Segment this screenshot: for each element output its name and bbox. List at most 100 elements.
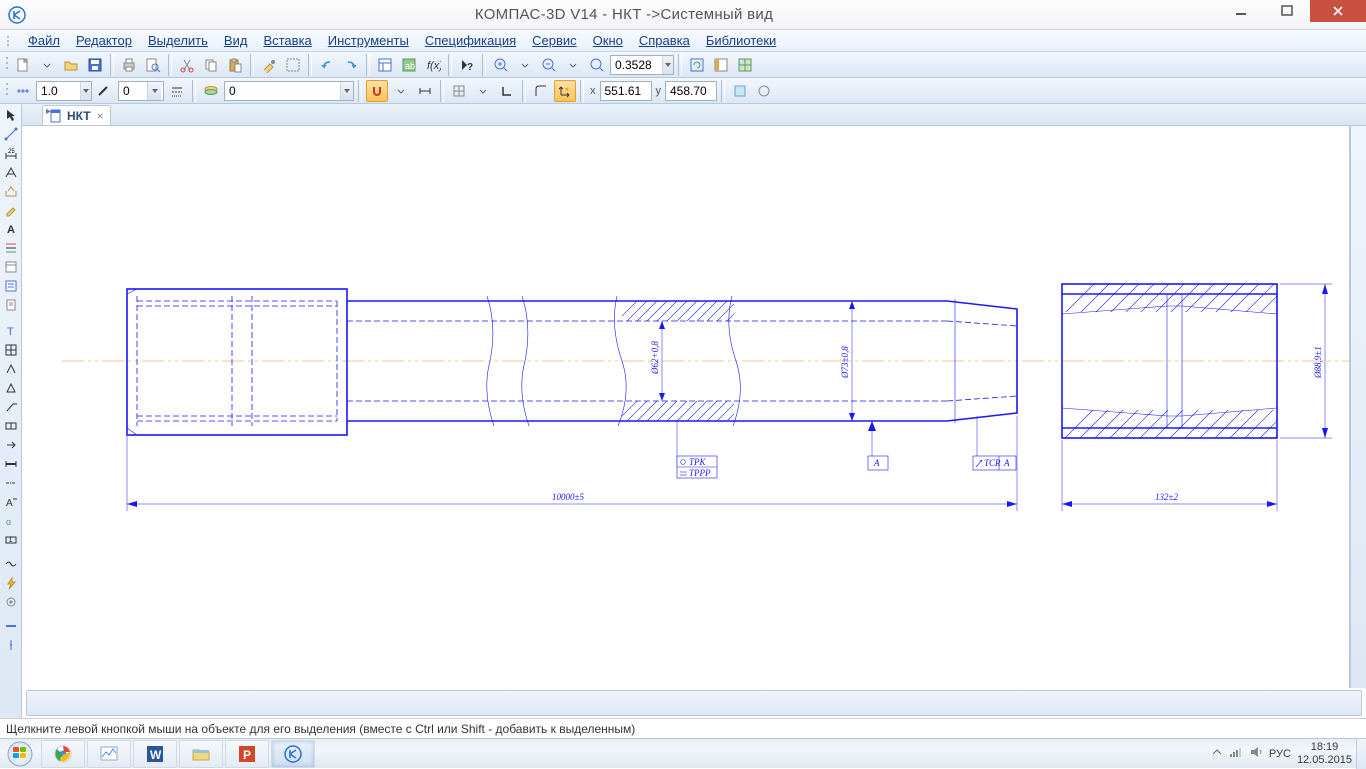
step-input[interactable] bbox=[37, 82, 80, 100]
step-combo[interactable] bbox=[36, 81, 92, 101]
new-button[interactable] bbox=[12, 54, 34, 76]
tool-params[interactable] bbox=[2, 239, 20, 257]
tool-misc2[interactable] bbox=[753, 80, 775, 102]
tool-wave[interactable] bbox=[2, 555, 20, 573]
tool-note[interactable]: ɑ bbox=[2, 512, 20, 530]
copy-button[interactable] bbox=[200, 54, 222, 76]
tool-pointer[interactable] bbox=[2, 106, 20, 124]
layer-button[interactable] bbox=[200, 80, 222, 102]
ortho-toggle[interactable] bbox=[496, 80, 518, 102]
tool-view-arrow[interactable] bbox=[2, 436, 20, 454]
drawing-canvas[interactable]: Ø62+0,8 Ø73±0,8 10000±5 ТРК bbox=[22, 126, 1350, 688]
tool-geom[interactable] bbox=[2, 125, 20, 143]
copy-props-button[interactable] bbox=[282, 54, 304, 76]
save-button[interactable] bbox=[84, 54, 106, 76]
tray-sound-icon[interactable] bbox=[1249, 745, 1263, 762]
tray-network-icon[interactable] bbox=[1229, 745, 1243, 762]
refresh-button[interactable] bbox=[686, 54, 708, 76]
zoom-out-button[interactable] bbox=[538, 54, 560, 76]
dropdown-icon[interactable] bbox=[662, 56, 673, 74]
tray-lang[interactable]: РУС bbox=[1269, 748, 1291, 760]
tool-misc1[interactable] bbox=[729, 80, 751, 102]
tool-measure[interactable] bbox=[2, 258, 20, 276]
tool-notation[interactable] bbox=[2, 163, 20, 181]
local-cs-toggle[interactable] bbox=[554, 80, 576, 102]
dim-tool1[interactable] bbox=[414, 80, 436, 102]
menu-view[interactable]: Вид bbox=[218, 31, 254, 50]
dropdown-icon[interactable] bbox=[80, 82, 91, 100]
preview-button[interactable] bbox=[142, 54, 164, 76]
linestyle-expand[interactable] bbox=[166, 80, 188, 102]
menu-spec[interactable]: Спецификация bbox=[419, 31, 522, 50]
grid-panel-button[interactable] bbox=[734, 54, 756, 76]
tab-nkt[interactable]: НКТ × bbox=[42, 105, 111, 125]
collapse-icon[interactable]: ▸ bbox=[46, 106, 51, 117]
round-toggle[interactable] bbox=[530, 80, 552, 102]
tab-close-icon[interactable]: × bbox=[97, 109, 104, 123]
menu-select[interactable]: Выделить bbox=[142, 31, 214, 50]
task-word[interactable]: W bbox=[133, 740, 177, 768]
menu-edit[interactable]: Редактор bbox=[70, 31, 138, 50]
tool-table[interactable] bbox=[2, 341, 20, 359]
vertical-scrollbar[interactable] bbox=[1350, 126, 1366, 688]
help-context-button[interactable]: ? bbox=[456, 54, 478, 76]
cut-button[interactable] bbox=[176, 54, 198, 76]
tool-spec[interactable] bbox=[2, 277, 20, 295]
task-chrome[interactable] bbox=[41, 740, 85, 768]
style-button[interactable] bbox=[94, 80, 116, 102]
fx-button[interactable]: f(x) bbox=[422, 54, 444, 76]
task-app2[interactable] bbox=[87, 740, 131, 768]
open-button[interactable] bbox=[60, 54, 82, 76]
manager-button[interactable] bbox=[374, 54, 396, 76]
tool-roughness[interactable] bbox=[2, 360, 20, 378]
zoom-input[interactable] bbox=[611, 56, 662, 74]
menu-file[interactable]: Файл bbox=[22, 31, 66, 50]
close-button[interactable] bbox=[1310, 0, 1366, 22]
menu-libs[interactable]: Библиотеки bbox=[700, 31, 782, 50]
menu-service[interactable]: Сервис bbox=[526, 31, 583, 50]
zoom-combo[interactable] bbox=[610, 55, 674, 75]
zoom-dd1[interactable] bbox=[514, 54, 536, 76]
start-button[interactable] bbox=[0, 739, 40, 769]
task-explorer[interactable] bbox=[179, 740, 223, 768]
tool-axis[interactable]: A bbox=[2, 493, 20, 511]
property-panel-collapsed[interactable] bbox=[26, 690, 1362, 716]
zoom-fit-button[interactable] bbox=[586, 54, 608, 76]
tool-edit[interactable] bbox=[2, 201, 20, 219]
variables-button[interactable]: ab bbox=[398, 54, 420, 76]
layer-combo[interactable] bbox=[224, 81, 354, 101]
undo-button[interactable] bbox=[316, 54, 338, 76]
grid-toggle[interactable] bbox=[448, 80, 470, 102]
dropdown-icon[interactable] bbox=[147, 82, 161, 100]
tray-up-icon[interactable] bbox=[1211, 746, 1223, 761]
step-button[interactable] bbox=[12, 80, 34, 102]
task-powerpoint[interactable]: P bbox=[225, 740, 269, 768]
tray-clock[interactable]: 18:19 12.05.2015 bbox=[1297, 741, 1352, 765]
layer-input[interactable] bbox=[225, 82, 340, 100]
tool-text[interactable]: A bbox=[2, 220, 20, 238]
snap-dd[interactable] bbox=[390, 80, 412, 102]
tool-gear[interactable] bbox=[2, 593, 20, 611]
dropdown-icon[interactable] bbox=[340, 82, 353, 100]
tool-leader[interactable] bbox=[2, 398, 20, 416]
tool-dims[interactable]: 25 bbox=[2, 144, 20, 162]
new-dropdown[interactable] bbox=[36, 54, 58, 76]
menu-tools[interactable]: Инструменты bbox=[322, 31, 415, 50]
zoom-in-button[interactable] bbox=[490, 54, 512, 76]
layers-panel-button[interactable] bbox=[710, 54, 732, 76]
tool-centerline[interactable] bbox=[2, 474, 20, 492]
tool-insert-text[interactable]: T bbox=[2, 322, 20, 340]
menu-window[interactable]: Окно bbox=[587, 31, 629, 50]
tool-hline[interactable] bbox=[2, 617, 20, 635]
print-button[interactable] bbox=[118, 54, 140, 76]
menu-help[interactable]: Справка bbox=[633, 31, 696, 50]
task-kompas[interactable] bbox=[271, 740, 315, 768]
tool-base[interactable] bbox=[2, 379, 20, 397]
tool-reports[interactable] bbox=[2, 296, 20, 314]
tool-vline[interactable] bbox=[2, 636, 20, 654]
paste-button[interactable] bbox=[224, 54, 246, 76]
tool-flash[interactable] bbox=[2, 574, 20, 592]
linestyle-input[interactable] bbox=[119, 82, 147, 100]
tool-cut-line[interactable] bbox=[2, 455, 20, 473]
zoom-dd2[interactable] bbox=[562, 54, 584, 76]
